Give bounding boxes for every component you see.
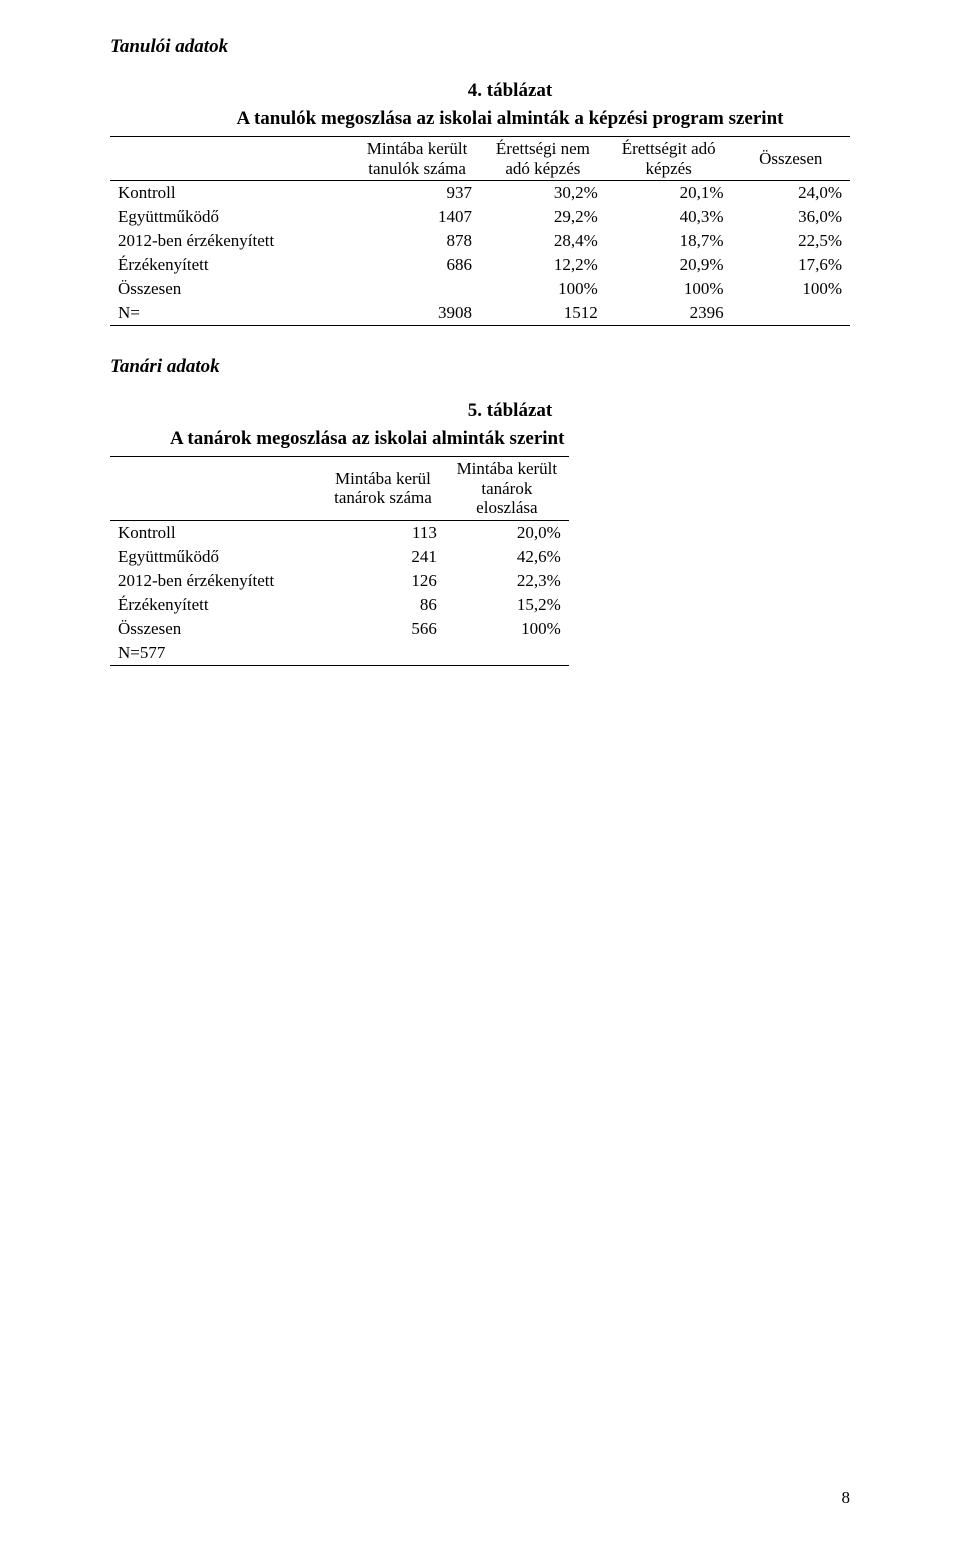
cell-value: 100% <box>606 277 732 301</box>
cell-value: 937 <box>354 181 480 206</box>
table-row: Kontroll 113 20,0% <box>110 520 569 545</box>
cell-value: 3908 <box>354 301 480 326</box>
cell-value: 2396 <box>606 301 732 326</box>
table-header-empty <box>110 137 354 181</box>
row-label: Érzékenyített <box>110 593 321 617</box>
table-header-row: Mintába került tanulók száma Érettségi n… <box>110 137 850 181</box>
cell-value: 30,2% <box>480 181 606 206</box>
section-heading-students: Tanulói adatok <box>110 36 850 58</box>
table-row: 2012-ben érzékenyített 126 22,3% <box>110 569 569 593</box>
table-header-text: eloszlása <box>476 498 537 517</box>
table-row: Összesen 100% 100% 100% <box>110 277 850 301</box>
students-distribution-table: Mintába került tanulók száma Érettségi n… <box>110 136 850 326</box>
cell-value: 686 <box>354 253 480 277</box>
table-header-col4: Érettségit adó képzés <box>606 137 732 181</box>
cell-value: 126 <box>321 569 445 593</box>
table1-caption-number: 4. táblázat <box>170 80 850 102</box>
cell-value <box>354 277 480 301</box>
table2-caption-text: A tanárok megoszlása az iskolai alminták… <box>170 428 850 450</box>
table-header-text: tanulók száma <box>368 159 466 178</box>
cell-value: 36,0% <box>732 205 850 229</box>
cell-value: 42,6% <box>445 545 569 569</box>
row-label: Együttműködő <box>110 545 321 569</box>
table-header-col2: Mintába kerül tanárok száma <box>321 457 445 521</box>
cell-value: 18,7% <box>606 229 732 253</box>
table-header-col3: Érettségi nem adó képzés <box>480 137 606 181</box>
cell-value: 241 <box>321 545 445 569</box>
cell-value: 15,2% <box>445 593 569 617</box>
table-header-text: tanárok száma <box>334 488 432 507</box>
section-heading-teachers: Tanári adatok <box>110 356 850 378</box>
cell-value: 29,2% <box>480 205 606 229</box>
cell-value: 566 <box>321 617 445 641</box>
cell-value: 12,2% <box>480 253 606 277</box>
table-header-text: Érettségit adó <box>622 139 716 158</box>
cell-value: 113 <box>321 520 445 545</box>
row-label: Kontroll <box>110 181 354 206</box>
cell-value: 878 <box>354 229 480 253</box>
table-row: 2012-ben érzékenyített 878 28,4% 18,7% 2… <box>110 229 850 253</box>
cell-value: 20,1% <box>606 181 732 206</box>
table-row: Érzékenyített 686 12,2% 20,9% 17,6% <box>110 253 850 277</box>
cell-value: 40,3% <box>606 205 732 229</box>
table-header-text: adó képzés <box>505 159 580 178</box>
table-row: Összesen 566 100% <box>110 617 569 641</box>
cell-value <box>732 301 850 326</box>
row-label: Együttműködő <box>110 205 354 229</box>
cell-value: 86 <box>321 593 445 617</box>
table1-caption-text: A tanulók megoszlása az iskolai alminták… <box>170 108 850 130</box>
cell-value <box>321 641 445 666</box>
row-label: 2012-ben érzékenyített <box>110 229 354 253</box>
row-label: N=577 <box>110 641 321 666</box>
cell-value: 1407 <box>354 205 480 229</box>
cell-value: 22,3% <box>445 569 569 593</box>
row-label: 2012-ben érzékenyített <box>110 569 321 593</box>
cell-value: 1512 <box>480 301 606 326</box>
row-label: Összesen <box>110 277 354 301</box>
table-header-col3: Mintába került tanárok eloszlása <box>445 457 569 521</box>
table2-caption-number: 5. táblázat <box>170 400 850 422</box>
table-row: Együttműködő 241 42,6% <box>110 545 569 569</box>
cell-value: 100% <box>480 277 606 301</box>
table-header-text: Összesen <box>759 149 822 168</box>
cell-value <box>445 641 569 666</box>
cell-value: 24,0% <box>732 181 850 206</box>
row-label: Érzékenyített <box>110 253 354 277</box>
row-label: Összesen <box>110 617 321 641</box>
document-page: Tanulói adatok 4. táblázat A tanulók meg… <box>0 0 960 1556</box>
table-header-text: Mintába került <box>457 459 558 478</box>
table-header-row: Mintába kerül tanárok száma Mintába kerü… <box>110 457 569 521</box>
table-header-text: Mintába kerül <box>335 469 431 488</box>
table-header-text: tanárok <box>481 479 532 498</box>
cell-value: 28,4% <box>480 229 606 253</box>
row-label: N= <box>110 301 354 326</box>
table1-caption-block: 4. táblázat A tanulók megoszlása az isko… <box>110 80 850 130</box>
table-header-empty <box>110 457 321 521</box>
table2-caption-block: 5. táblázat A tanárok megoszlása az isko… <box>110 400 850 450</box>
cell-value: 22,5% <box>732 229 850 253</box>
cell-value: 100% <box>732 277 850 301</box>
cell-value: 20,9% <box>606 253 732 277</box>
table-row: N= 3908 1512 2396 <box>110 301 850 326</box>
table-header-text: Érettségi nem <box>496 139 590 158</box>
table-row: Együttműködő 1407 29,2% 40,3% 36,0% <box>110 205 850 229</box>
table-header-col2: Mintába került tanulók száma <box>354 137 480 181</box>
cell-value: 20,0% <box>445 520 569 545</box>
table-header-col5: Összesen <box>732 137 850 181</box>
page-number: 8 <box>842 1488 851 1508</box>
table-header-text: Mintába került <box>367 139 468 158</box>
table-header-text: képzés <box>646 159 692 178</box>
cell-value: 100% <box>445 617 569 641</box>
teachers-distribution-table: Mintába kerül tanárok száma Mintába kerü… <box>110 456 569 666</box>
row-label: Kontroll <box>110 520 321 545</box>
table-row: N=577 <box>110 641 569 666</box>
cell-value: 17,6% <box>732 253 850 277</box>
table-row: Érzékenyített 86 15,2% <box>110 593 569 617</box>
table-row: Kontroll 937 30,2% 20,1% 24,0% <box>110 181 850 206</box>
